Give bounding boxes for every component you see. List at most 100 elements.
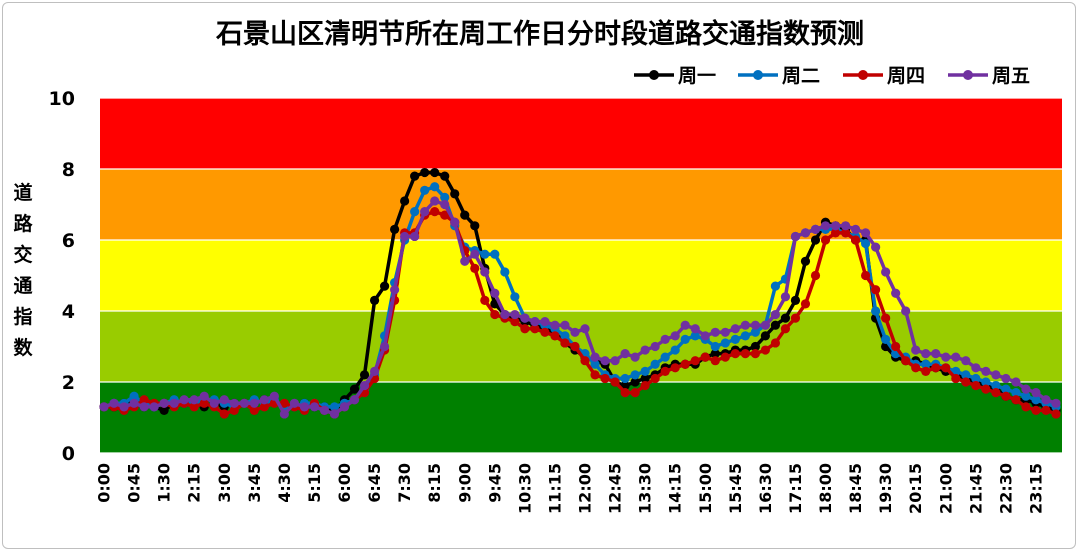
data-point <box>700 331 710 341</box>
x-tick-label: 21:45 <box>966 463 985 514</box>
data-point <box>720 327 730 337</box>
data-point <box>840 228 851 238</box>
data-point <box>490 249 500 259</box>
data-point <box>259 395 269 405</box>
data-point <box>440 199 450 210</box>
data-point <box>490 309 500 320</box>
data-point <box>770 281 781 291</box>
data-point <box>430 167 440 178</box>
data-point <box>1001 384 1011 394</box>
data-point <box>379 281 390 291</box>
y-axis-ticks: 0 2 4 6 8 10 <box>49 88 75 465</box>
data-point <box>450 189 460 199</box>
series-lines <box>99 167 1061 419</box>
data-point <box>1041 405 1051 415</box>
data-point <box>941 352 951 362</box>
data-point <box>600 356 610 366</box>
data-point <box>931 349 941 359</box>
data-point <box>410 171 420 181</box>
data-point <box>1011 377 1021 387</box>
data-point <box>590 370 600 380</box>
data-point <box>720 338 730 348</box>
data-point <box>369 295 380 305</box>
data-point <box>1041 395 1051 405</box>
x-tick-label: 18:45 <box>846 463 865 514</box>
data-point <box>750 327 760 337</box>
data-point <box>470 249 480 259</box>
data-point <box>560 320 570 330</box>
data-point <box>1021 384 1031 394</box>
data-point <box>430 196 440 206</box>
legend-entry-0: 周一 <box>634 65 716 87</box>
data-point <box>520 313 530 323</box>
data-point <box>690 331 700 341</box>
data-point <box>780 313 791 323</box>
x-tick-label: 15:45 <box>726 463 745 514</box>
data-point <box>249 398 259 408</box>
legend-swatch-marker <box>753 70 763 80</box>
x-tick-label: 7:30 <box>395 463 414 503</box>
data-point <box>139 395 149 405</box>
data-point <box>790 295 801 305</box>
data-point <box>430 207 440 217</box>
x-tick-label: 8:15 <box>425 463 444 503</box>
data-point <box>440 192 450 202</box>
data-point <box>349 384 360 394</box>
data-point <box>460 256 470 266</box>
data-point <box>951 352 961 362</box>
data-point <box>560 331 570 341</box>
band-1 <box>100 311 1062 382</box>
data-point <box>319 405 330 415</box>
data-point <box>891 288 901 298</box>
data-point <box>1051 409 1061 419</box>
data-point <box>249 405 259 415</box>
data-point <box>299 402 310 412</box>
y-axis-label: 道路交通指数 <box>13 182 33 359</box>
data-point <box>179 395 189 405</box>
data-point <box>810 224 821 234</box>
level-bands <box>100 98 1062 453</box>
data-point <box>600 373 610 384</box>
data-point <box>540 327 550 337</box>
data-point <box>680 359 690 369</box>
x-tick-label: 1:30 <box>155 463 174 503</box>
data-point <box>339 402 350 412</box>
data-point <box>790 231 801 242</box>
x-tick-label: 11:15 <box>545 463 564 514</box>
data-point <box>410 231 420 242</box>
x-axis-ticks: 0:00 0:45 1:30 2:15 3:00 3:45 4:30 5:15 6:00 6:45… <box>95 463 1046 514</box>
data-point <box>1021 391 1031 401</box>
data-point <box>570 341 580 352</box>
data-point <box>229 405 239 415</box>
data-point <box>770 309 781 320</box>
data-point <box>670 345 680 355</box>
data-point <box>590 359 600 369</box>
data-point <box>109 398 119 408</box>
data-point <box>420 207 430 217</box>
y-tick-label: 10 <box>49 88 75 110</box>
data-point <box>931 363 941 373</box>
data-point <box>750 320 760 330</box>
data-point <box>750 341 760 352</box>
data-point <box>700 352 710 362</box>
data-point <box>1021 402 1031 412</box>
data-point <box>219 409 229 419</box>
data-point <box>159 405 169 415</box>
data-point <box>1011 388 1021 398</box>
legend: 周一 周二 周四 周五 <box>634 65 1030 87</box>
data-point <box>680 334 690 344</box>
data-point <box>510 292 520 302</box>
data-point <box>871 306 881 316</box>
data-point <box>480 295 490 305</box>
x-tick-label: 2:15 <box>185 463 204 503</box>
data-point <box>850 235 861 245</box>
data-point <box>460 210 470 220</box>
x-tick-label: 12:45 <box>606 463 625 514</box>
data-point <box>780 324 791 334</box>
data-point <box>800 256 811 266</box>
x-tick-label: 17:15 <box>786 463 805 514</box>
data-point <box>199 391 209 401</box>
band-2 <box>100 240 1062 311</box>
